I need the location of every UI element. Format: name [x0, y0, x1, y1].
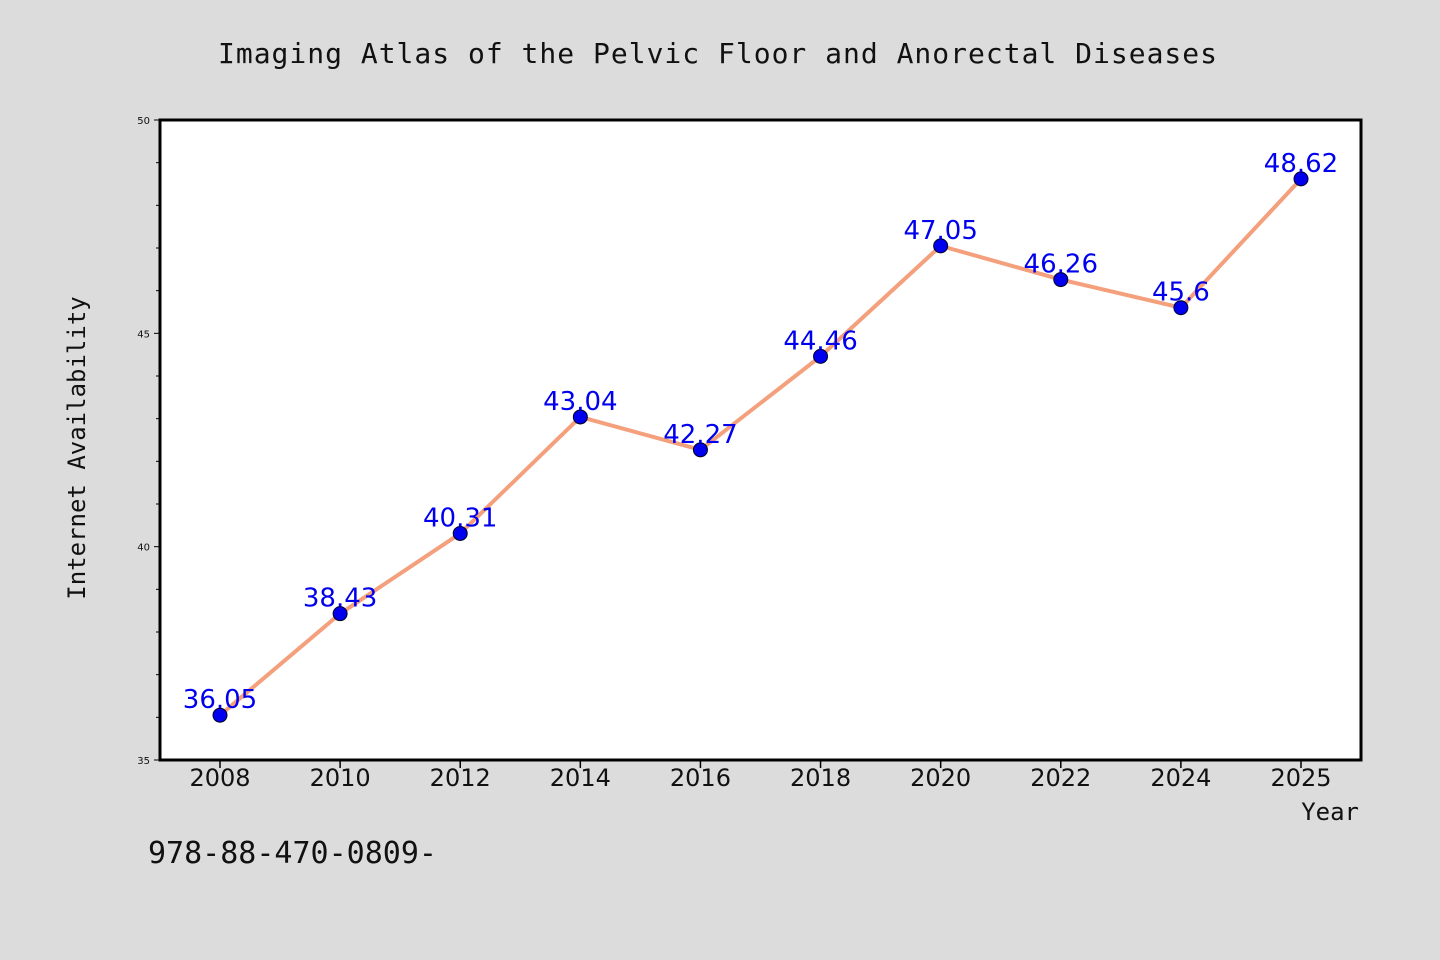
chart-title: Imaging Atlas of the Pelvic Floor and An… — [218, 37, 1218, 70]
data-label: 46.26 — [1024, 250, 1098, 280]
y-tick-label: 45 — [137, 329, 150, 340]
series-line — [218, 176, 1303, 718]
series-line-group: 36.05 38.43 40.31 43.04 42.27 44.46 47.05 46.26… — [183, 149, 1338, 723]
data-point[interactable] — [1053, 272, 1069, 288]
data-point[interactable] — [1173, 300, 1189, 316]
data-point[interactable] — [572, 409, 588, 425]
data-label: 42.27 — [663, 420, 737, 450]
x-tick-label: 2014 — [550, 764, 611, 792]
data-label: 36.05 — [183, 685, 257, 715]
plot-area — [158, 118, 1363, 762]
data-label: 47.05 — [903, 216, 977, 246]
data-label: 44.46 — [783, 326, 857, 356]
x-tick-label: 2024 — [1150, 764, 1211, 792]
data-point[interactable] — [212, 707, 228, 723]
data-label: 43.04 — [543, 387, 617, 417]
data-point[interactable] — [933, 238, 949, 254]
y-tick-label: 50 — [137, 116, 150, 127]
footer-code: 978-88-470-0809- — [148, 836, 437, 871]
x-tick-label: 2025 — [1270, 764, 1331, 792]
data-point[interactable] — [813, 348, 829, 364]
data-point[interactable] — [692, 442, 708, 458]
data-label: 48.62 — [1264, 149, 1338, 179]
x-tick-label: 2008 — [189, 764, 250, 792]
data-point[interactable] — [452, 525, 468, 541]
x-tick-label: 2020 — [910, 764, 971, 792]
x-tick-label: 2018 — [790, 764, 851, 792]
x-axis: 2008 2010 2012 2014 2016 2018 2020 2022 2024 2025 — [189, 760, 1332, 792]
x-tick-label: 2010 — [310, 764, 371, 792]
x-axis-label: Year — [1301, 798, 1359, 826]
y-tick-label: 40 — [137, 543, 150, 554]
y-axis: 35 40 45 50 — [137, 116, 160, 767]
y-axis-label: Internet Availability — [63, 296, 91, 599]
data-label: 45.6 — [1152, 278, 1210, 308]
data-label: 38.43 — [303, 584, 377, 614]
data-label: 40.31 — [423, 503, 497, 533]
y-tick-label: 35 — [137, 756, 150, 767]
x-tick-label: 2022 — [1030, 764, 1091, 792]
x-tick-label: 2016 — [670, 764, 731, 792]
x-tick-label: 2012 — [430, 764, 491, 792]
data-point[interactable] — [332, 606, 348, 622]
data-point[interactable] — [1293, 171, 1309, 187]
